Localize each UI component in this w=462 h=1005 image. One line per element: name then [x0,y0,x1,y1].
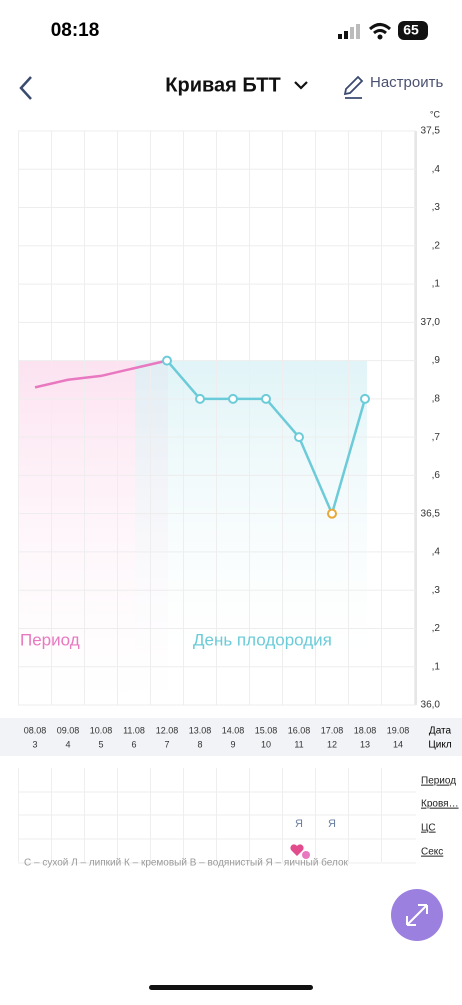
data-point [195,393,205,404]
home-indicator [149,985,313,990]
signal-icon [338,24,360,39]
title[interactable]: Кривая БТТ [165,74,280,96]
data-point [162,355,172,366]
unit: °C [430,109,441,119]
legend: С – сухой Л – липкий К – кремовый В – во… [24,857,349,869]
date-row-label: Дата [429,726,452,737]
y-tick-label: ,4 [432,547,441,558]
y-tick-label: ,3 [432,585,441,596]
dropdown-icon[interactable] [294,81,308,90]
date-label: 12.08 [156,725,179,735]
y-tick-label: ,2 [432,240,441,251]
y-tick-label: 37,5 [421,126,441,137]
y-tick-label: ,1 [432,661,441,672]
date-label: 14.08 [222,725,245,735]
cycle-day: 11 [294,739,303,749]
data-point [327,508,337,519]
date-label: 15.08 [255,725,278,735]
wifi-icon [368,23,392,35]
cycle-day: 6 [131,739,136,749]
cycle-day: 13 [360,739,370,749]
date-label: 17.08 [321,725,344,735]
series-line [34,359,168,389]
cs-mark: Я [295,818,303,830]
date-label: 13.08 [189,725,212,735]
cs-mark: Я [328,818,336,830]
fertile-label: День плодородия [193,630,332,649]
wifi-dot [377,34,383,40]
cycle-day: 4 [65,739,70,749]
record-row-label[interactable]: Период [421,776,456,787]
cycle-row-label: Цикл [428,740,451,751]
data-point [360,393,370,404]
date-label: 08.08 [24,725,47,735]
settings-button[interactable]: Настроить [370,74,443,91]
record-row-label[interactable]: Секс [421,847,443,858]
expand-icon [406,904,428,926]
y-tick-label: 36,0 [421,700,441,711]
period-label: Период [20,630,80,649]
data-point [261,393,271,404]
chart: 36,0 ,1 ,2 ,3 ,4 36,5 ,6 ,7 ,8 ,9 37,0 ,1 ,2 ,3 ,4 37,5 [18,126,440,711]
y-tick-label: ,3 [432,202,441,213]
heart-icon [290,844,304,856]
y-tick-label: ,8 [432,394,441,405]
y-tick-label: ,1 [432,279,441,290]
battery-level: 65 [403,22,419,38]
clock: 08:18 [51,20,100,41]
date-label: 10.08 [90,725,113,735]
cycle-day: 12 [327,739,337,749]
date-row [0,718,462,756]
y-tick-label: ,9 [432,355,441,366]
record-row-label[interactable]: Кровя… [421,799,459,810]
data-point [228,393,238,404]
battery [398,21,428,40]
cycle-day: 8 [197,739,202,749]
cycle-day: 14 [393,739,403,749]
date-label: 16.08 [288,725,311,735]
cycle-day: 9 [230,739,235,749]
date-label: 11.08 [123,725,145,735]
records: Период Кровя… ЦС Секс Я Я [18,768,459,864]
date-label: 18.08 [354,725,377,735]
date-label: 19.08 [387,725,410,735]
cycle-day: 3 [32,739,37,749]
y-tick-label: ,7 [432,432,441,443]
y-tick-label: 36,5 [421,508,441,519]
back-button[interactable] [19,76,32,100]
y-tick-label: ,6 [432,470,441,481]
y-tick-label: ,2 [432,623,441,634]
data-point [294,432,304,443]
y-tick-label: ,4 [432,164,441,175]
record-row-label[interactable]: ЦС [421,823,436,834]
cycle-day: 10 [261,739,271,749]
edit-icon[interactable] [343,75,364,99]
heart-badge [302,851,310,859]
date-label: 09.08 [57,725,80,735]
cycle-day: 5 [98,739,103,749]
y-tick-label: 37,0 [421,317,441,328]
cycle-day: 7 [164,739,169,749]
